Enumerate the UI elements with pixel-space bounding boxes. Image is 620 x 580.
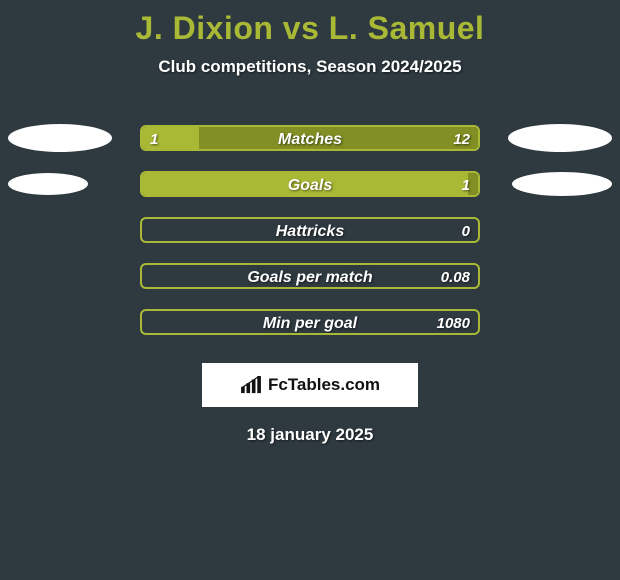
- player-right-badge: [508, 124, 612, 152]
- stat-row: Goals per match 0.08: [0, 253, 620, 299]
- right-value: 0: [462, 219, 470, 243]
- stat-bar: Goals per match 0.08: [140, 263, 480, 289]
- player-left-badge: [8, 173, 88, 195]
- stat-bar: 1 Matches 12: [140, 125, 480, 151]
- stat-row: Min per goal 1080: [0, 299, 620, 345]
- player-right-badge: [512, 172, 612, 196]
- stat-bar: Goals 1: [140, 171, 480, 197]
- stat-row: 1 Matches 12: [0, 115, 620, 161]
- stat-label: Matches: [142, 127, 478, 151]
- watermark-text: FcTables.com: [268, 375, 380, 395]
- player-left-badge: [8, 124, 112, 152]
- date: 18 january 2025: [0, 425, 620, 445]
- right-value: 1080: [437, 311, 470, 335]
- page-title: J. Dixion vs L. Samuel: [0, 0, 620, 47]
- stat-label: Goals per match: [142, 265, 478, 289]
- stat-label: Hattricks: [142, 219, 478, 243]
- stat-bar: Hattricks 0: [140, 217, 480, 243]
- stat-row: Hattricks 0: [0, 207, 620, 253]
- subtitle: Club competitions, Season 2024/2025: [0, 57, 620, 77]
- right-value: 1: [462, 173, 470, 197]
- stat-rows: 1 Matches 12 Goals 1 Hattricks: [0, 115, 620, 345]
- right-value: 0.08: [441, 265, 470, 289]
- stat-label: Goals: [142, 173, 478, 197]
- stat-bar: Min per goal 1080: [140, 309, 480, 335]
- bars-icon: [240, 376, 262, 394]
- watermark: FcTables.com: [202, 363, 418, 407]
- stat-row: Goals 1: [0, 161, 620, 207]
- right-value: 12: [453, 127, 470, 151]
- stat-label: Min per goal: [142, 311, 478, 335]
- comparison-card: J. Dixion vs L. Samuel Club competitions…: [0, 0, 620, 580]
